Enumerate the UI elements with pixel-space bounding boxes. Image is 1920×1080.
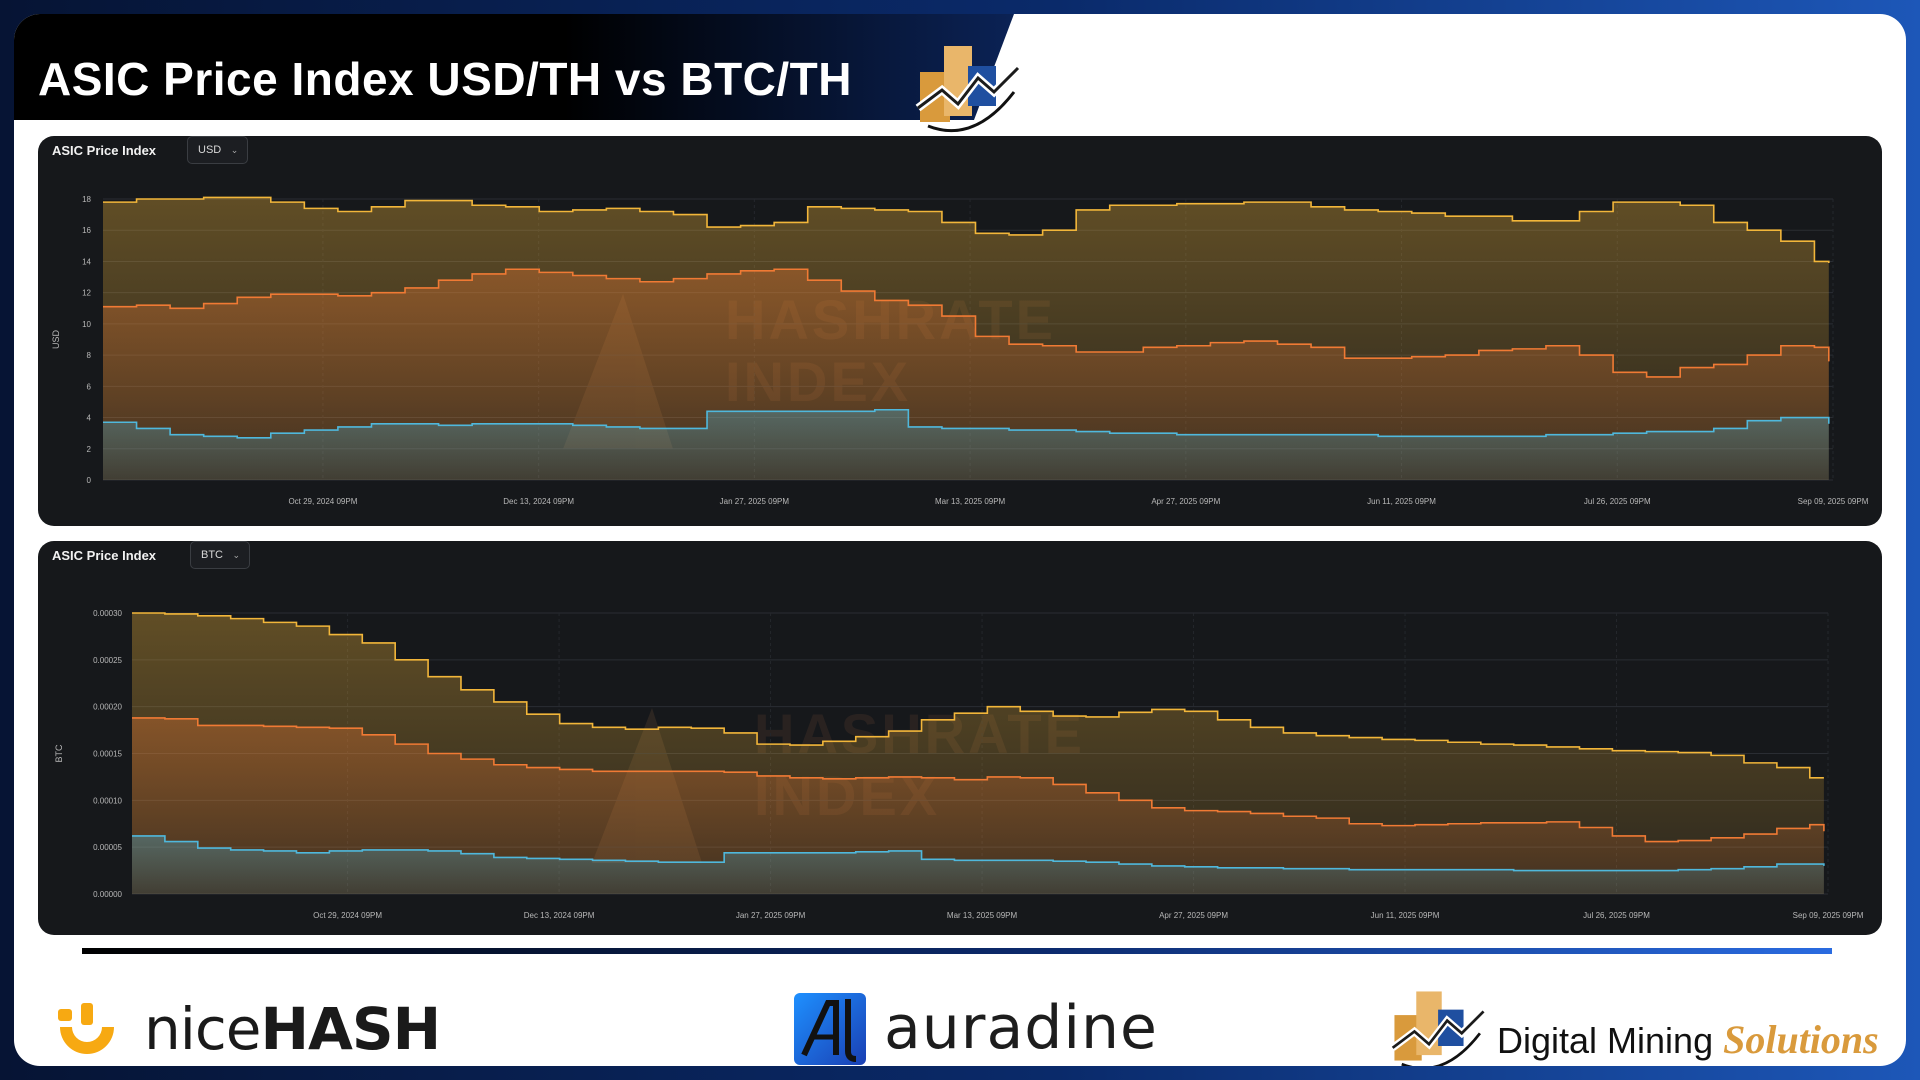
y-tick-label: 14 xyxy=(82,257,91,266)
x-tick-label: Jul 26, 2025 09PM xyxy=(1583,911,1650,920)
x-tick-label: Oct 29, 2024 09PM xyxy=(313,911,382,920)
x-tick-label: Mar 13, 2025 09PM xyxy=(935,497,1006,506)
panel-title: ASIC Price Index xyxy=(52,143,157,158)
y-axis-label: USD xyxy=(51,330,61,350)
auradine-wordmark: auradine xyxy=(884,993,1158,1063)
digital-mining-solutions-logo: Digital Mining Solutions xyxy=(1389,976,1906,1066)
x-tick-label: Dec 13, 2024 09PM xyxy=(524,911,595,920)
chevron-down-icon: ⌄ xyxy=(230,145,239,155)
x-tick-label: Jul 26, 2025 09PM xyxy=(1584,497,1651,506)
series-line xyxy=(103,408,1830,439)
nicehash-logo: niceHASH xyxy=(54,989,441,1066)
x-tick-label: Jun 11, 2025 09PM xyxy=(1367,497,1436,506)
usd-chart-panel: HASHRATEINDEX024681012141618Oct 29, 2024… xyxy=(38,136,1882,526)
series-line xyxy=(103,268,1830,378)
auradine-logo-icon xyxy=(794,993,866,1065)
x-tick-label: Jan 27, 2025 09PM xyxy=(736,911,806,920)
series-line xyxy=(103,196,1830,264)
chevron-down-icon: ⌄ xyxy=(232,550,240,560)
x-tick-label: Sep 09, 2025 09PM xyxy=(1793,911,1864,920)
btc-chart: HASHRATEINDEX0.000000.000050.000100.0001… xyxy=(54,609,1864,920)
y-tick-label: 6 xyxy=(87,382,92,391)
y-tick-label: 10 xyxy=(82,320,91,329)
page-title: ASIC Price Index USD/TH vs BTC/TH xyxy=(38,53,852,105)
digital-mining-logo-icon xyxy=(1390,991,1487,1066)
nicehash-logo-icon xyxy=(58,1003,114,1054)
dms-wordmark: Digital Mining Solutions xyxy=(1497,1017,1879,1062)
x-tick-label: Apr 27, 2025 09PM xyxy=(1151,497,1220,506)
y-tick-label: 0 xyxy=(87,476,92,485)
series-area xyxy=(132,717,1824,894)
currency-select[interactable]: BTC ⌄ xyxy=(190,541,250,569)
y-tick-label: 0.00015 xyxy=(93,750,122,759)
y-tick-label: 0.00000 xyxy=(93,890,122,899)
y-tick-label: 16 xyxy=(82,226,91,235)
x-tick-label: Dec 13, 2024 09PM xyxy=(503,497,574,506)
y-tick-label: 0.00025 xyxy=(93,656,122,665)
x-tick-label: Sep 09, 2025 09PM xyxy=(1798,497,1869,506)
x-tick-label: Jun 11, 2025 09PM xyxy=(1371,911,1440,920)
y-tick-label: 0.00010 xyxy=(93,796,122,805)
y-tick-label: 2 xyxy=(87,445,92,454)
y-tick-label: 4 xyxy=(87,414,92,423)
x-tick-label: Apr 27, 2025 09PM xyxy=(1159,911,1228,920)
y-axis-label: BTC xyxy=(54,744,64,763)
y-tick-label: 18 xyxy=(82,195,91,204)
x-tick-label: Jan 27, 2025 09PM xyxy=(720,497,790,506)
y-tick-label: 12 xyxy=(82,289,91,298)
y-tick-label: 0.00030 xyxy=(93,609,122,618)
y-tick-label: 0.00020 xyxy=(93,703,122,712)
digital-mining-logo-icon xyxy=(915,46,1021,133)
currency-select[interactable]: USD ⌄ xyxy=(187,136,249,164)
y-tick-label: 8 xyxy=(87,351,92,360)
series-area xyxy=(103,409,1829,480)
x-tick-label: Mar 13, 2025 09PM xyxy=(947,911,1018,920)
series-line xyxy=(132,835,1825,872)
nicehash-wordmark: niceHASH xyxy=(144,995,441,1063)
usd-chart: HASHRATEINDEX024681012141618Oct 29, 2024… xyxy=(51,195,1869,506)
series-area xyxy=(132,835,1824,894)
y-tick-label: 0.00005 xyxy=(93,843,122,852)
currency-select-value: BTC xyxy=(201,549,223,561)
currency-select-value: USD xyxy=(198,144,222,156)
slide: ASIC Price Index USD/TH vs BTC/TH HASHRA… xyxy=(14,14,1906,1066)
title-bar: ASIC Price Index USD/TH vs BTC/TH xyxy=(14,14,1014,120)
series-line xyxy=(132,612,1824,779)
auradine-logo: auradine xyxy=(794,989,1174,1066)
x-tick-label: Oct 29, 2024 09PM xyxy=(288,497,357,506)
divider xyxy=(82,948,1832,954)
btc-chart-panel: HASHRATEINDEX0.000000.000050.000100.0001… xyxy=(38,541,1882,935)
series-line xyxy=(132,717,1825,843)
panel-title: ASIC Price Index xyxy=(52,548,157,563)
